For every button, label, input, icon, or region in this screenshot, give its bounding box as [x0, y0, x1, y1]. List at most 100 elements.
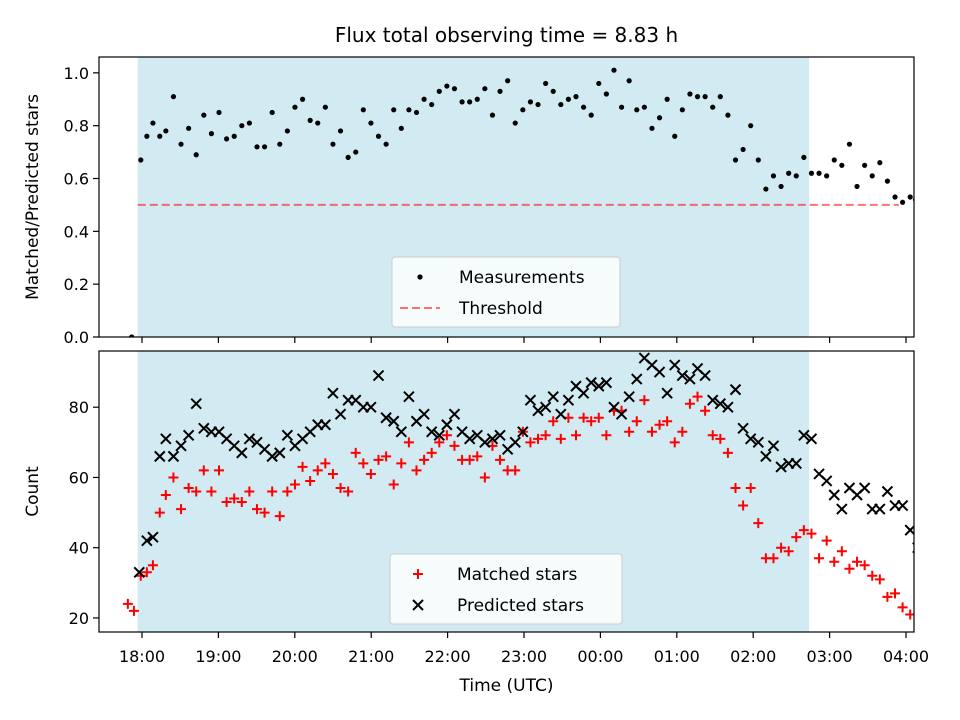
- measurement-point: [224, 136, 230, 142]
- matched-star-point: [874, 574, 885, 585]
- top-y-tick-label: 0.0: [64, 328, 89, 347]
- measurement-point: [345, 154, 351, 160]
- predicted-star-point: [517, 426, 529, 438]
- matched-star-point: [631, 416, 642, 427]
- legend-predicted-marker: [412, 599, 424, 611]
- measurement-point: [360, 107, 366, 113]
- predicted-star-point: [790, 457, 802, 470]
- measurement-point: [687, 91, 693, 97]
- predicted-star-point: [319, 419, 332, 431]
- measurement-point: [129, 334, 135, 337]
- matched-star-point: [601, 430, 612, 441]
- matched-star-point: [844, 563, 855, 574]
- matched-star-point: [259, 507, 270, 518]
- measurement-point: [801, 154, 807, 160]
- predicted-star-point: [190, 397, 202, 410]
- measurement-point: [846, 141, 853, 147]
- measurement-point: [634, 107, 640, 113]
- measurement-point: [193, 152, 199, 158]
- matched-star-point: [350, 447, 361, 458]
- matched-star-point: [297, 461, 308, 472]
- matched-star-point: [441, 430, 452, 441]
- measurement-point: [150, 120, 156, 126]
- predicted-star-point: [928, 543, 938, 553]
- matched-star-point: [282, 486, 293, 497]
- measurement-point: [854, 183, 860, 190]
- measurement-point: [178, 141, 184, 147]
- predicted-star-point: [167, 450, 180, 463]
- predicted-star-point: [874, 503, 886, 515]
- matched-star-point: [289, 479, 300, 490]
- measurement-point: [580, 104, 587, 110]
- measurement-point: [900, 199, 906, 205]
- measurement-point: [163, 128, 169, 134]
- measurement-point: [138, 157, 144, 163]
- measurement-point: [375, 133, 382, 139]
- matched-star-point: [411, 465, 422, 476]
- predicted-star-point: [141, 534, 153, 547]
- measurement-point: [611, 67, 617, 73]
- predicted-star-point: [828, 489, 840, 501]
- measurement-point: [444, 83, 450, 89]
- top-y-axis-label: Matched/Predicted stars: [23, 94, 43, 300]
- measurement-point: [588, 112, 594, 118]
- matched-star-point: [852, 556, 863, 567]
- measurement-point: [520, 107, 526, 113]
- predicted-star-point: [920, 525, 930, 535]
- measurement-point: [261, 144, 268, 150]
- measurement-point: [717, 94, 723, 100]
- top-legend: Measurements Threshold: [391, 256, 621, 328]
- legend-entry-label: Matched stars: [457, 565, 577, 585]
- matched-star-point: [928, 609, 938, 619]
- predicted-star-point: [684, 373, 696, 385]
- legend-entry-label: Predicted stars: [457, 596, 584, 616]
- matched-star-point: [890, 588, 901, 599]
- predicted-star-point: [631, 373, 643, 385]
- predicted-star-point: [494, 429, 506, 442]
- matched-star-point: [570, 430, 581, 441]
- bottom-legend: Matched stars Predicted stars: [389, 553, 623, 625]
- measurement-point: [398, 125, 404, 131]
- measurement-point: [337, 128, 344, 134]
- predicted-star-point: [744, 433, 757, 445]
- measurement-point: [353, 149, 359, 155]
- predicted-star-point: [198, 422, 210, 434]
- matched-star-point: [882, 591, 893, 602]
- predicted-star-point: [775, 461, 787, 473]
- matched-star-point: [312, 465, 323, 476]
- measurement-point: [770, 173, 777, 179]
- measurement-point: [489, 112, 496, 118]
- matched-star-point: [147, 560, 158, 571]
- matched-star-point: [540, 430, 551, 441]
- matched-star-point: [821, 535, 832, 546]
- predicted-star-point: [327, 387, 339, 399]
- measurement-point: [406, 107, 412, 113]
- predicted-star-point: [441, 419, 453, 431]
- predicted-star-point: [372, 369, 385, 382]
- measurement-point: [239, 123, 245, 129]
- matched-star-point: [206, 486, 217, 497]
- top-axes-frame: [98, 56, 915, 338]
- matched-star-point: [936, 609, 946, 619]
- measurement-point: [482, 86, 488, 92]
- matched-star-point: [943, 609, 953, 619]
- matched-star-point: [381, 451, 392, 462]
- predicted-star-point: [555, 408, 567, 420]
- predicted-star-point: [539, 401, 552, 413]
- predicted-star-point: [577, 387, 590, 399]
- predicted-star-point: [387, 415, 400, 427]
- bottom-panel: 20 40 60 80 Count 18:00 19:00 20:00 21:00 22:00 23…: [23, 350, 953, 666]
- matched-star-point: [791, 532, 802, 543]
- matched-star-point: [722, 447, 733, 458]
- measurement-point: [793, 173, 799, 179]
- matched-star-point: [495, 454, 506, 465]
- matched-star-point: [783, 546, 794, 557]
- measurement-point: [269, 109, 275, 116]
- matched-star-point: [198, 465, 209, 476]
- matched-star-point: [274, 511, 285, 522]
- measurement-point: [254, 144, 260, 150]
- measurement-point: [892, 194, 898, 200]
- measurement-point: [459, 99, 465, 105]
- predicted-star-point: [365, 401, 377, 413]
- predicted-star-point: [147, 531, 159, 543]
